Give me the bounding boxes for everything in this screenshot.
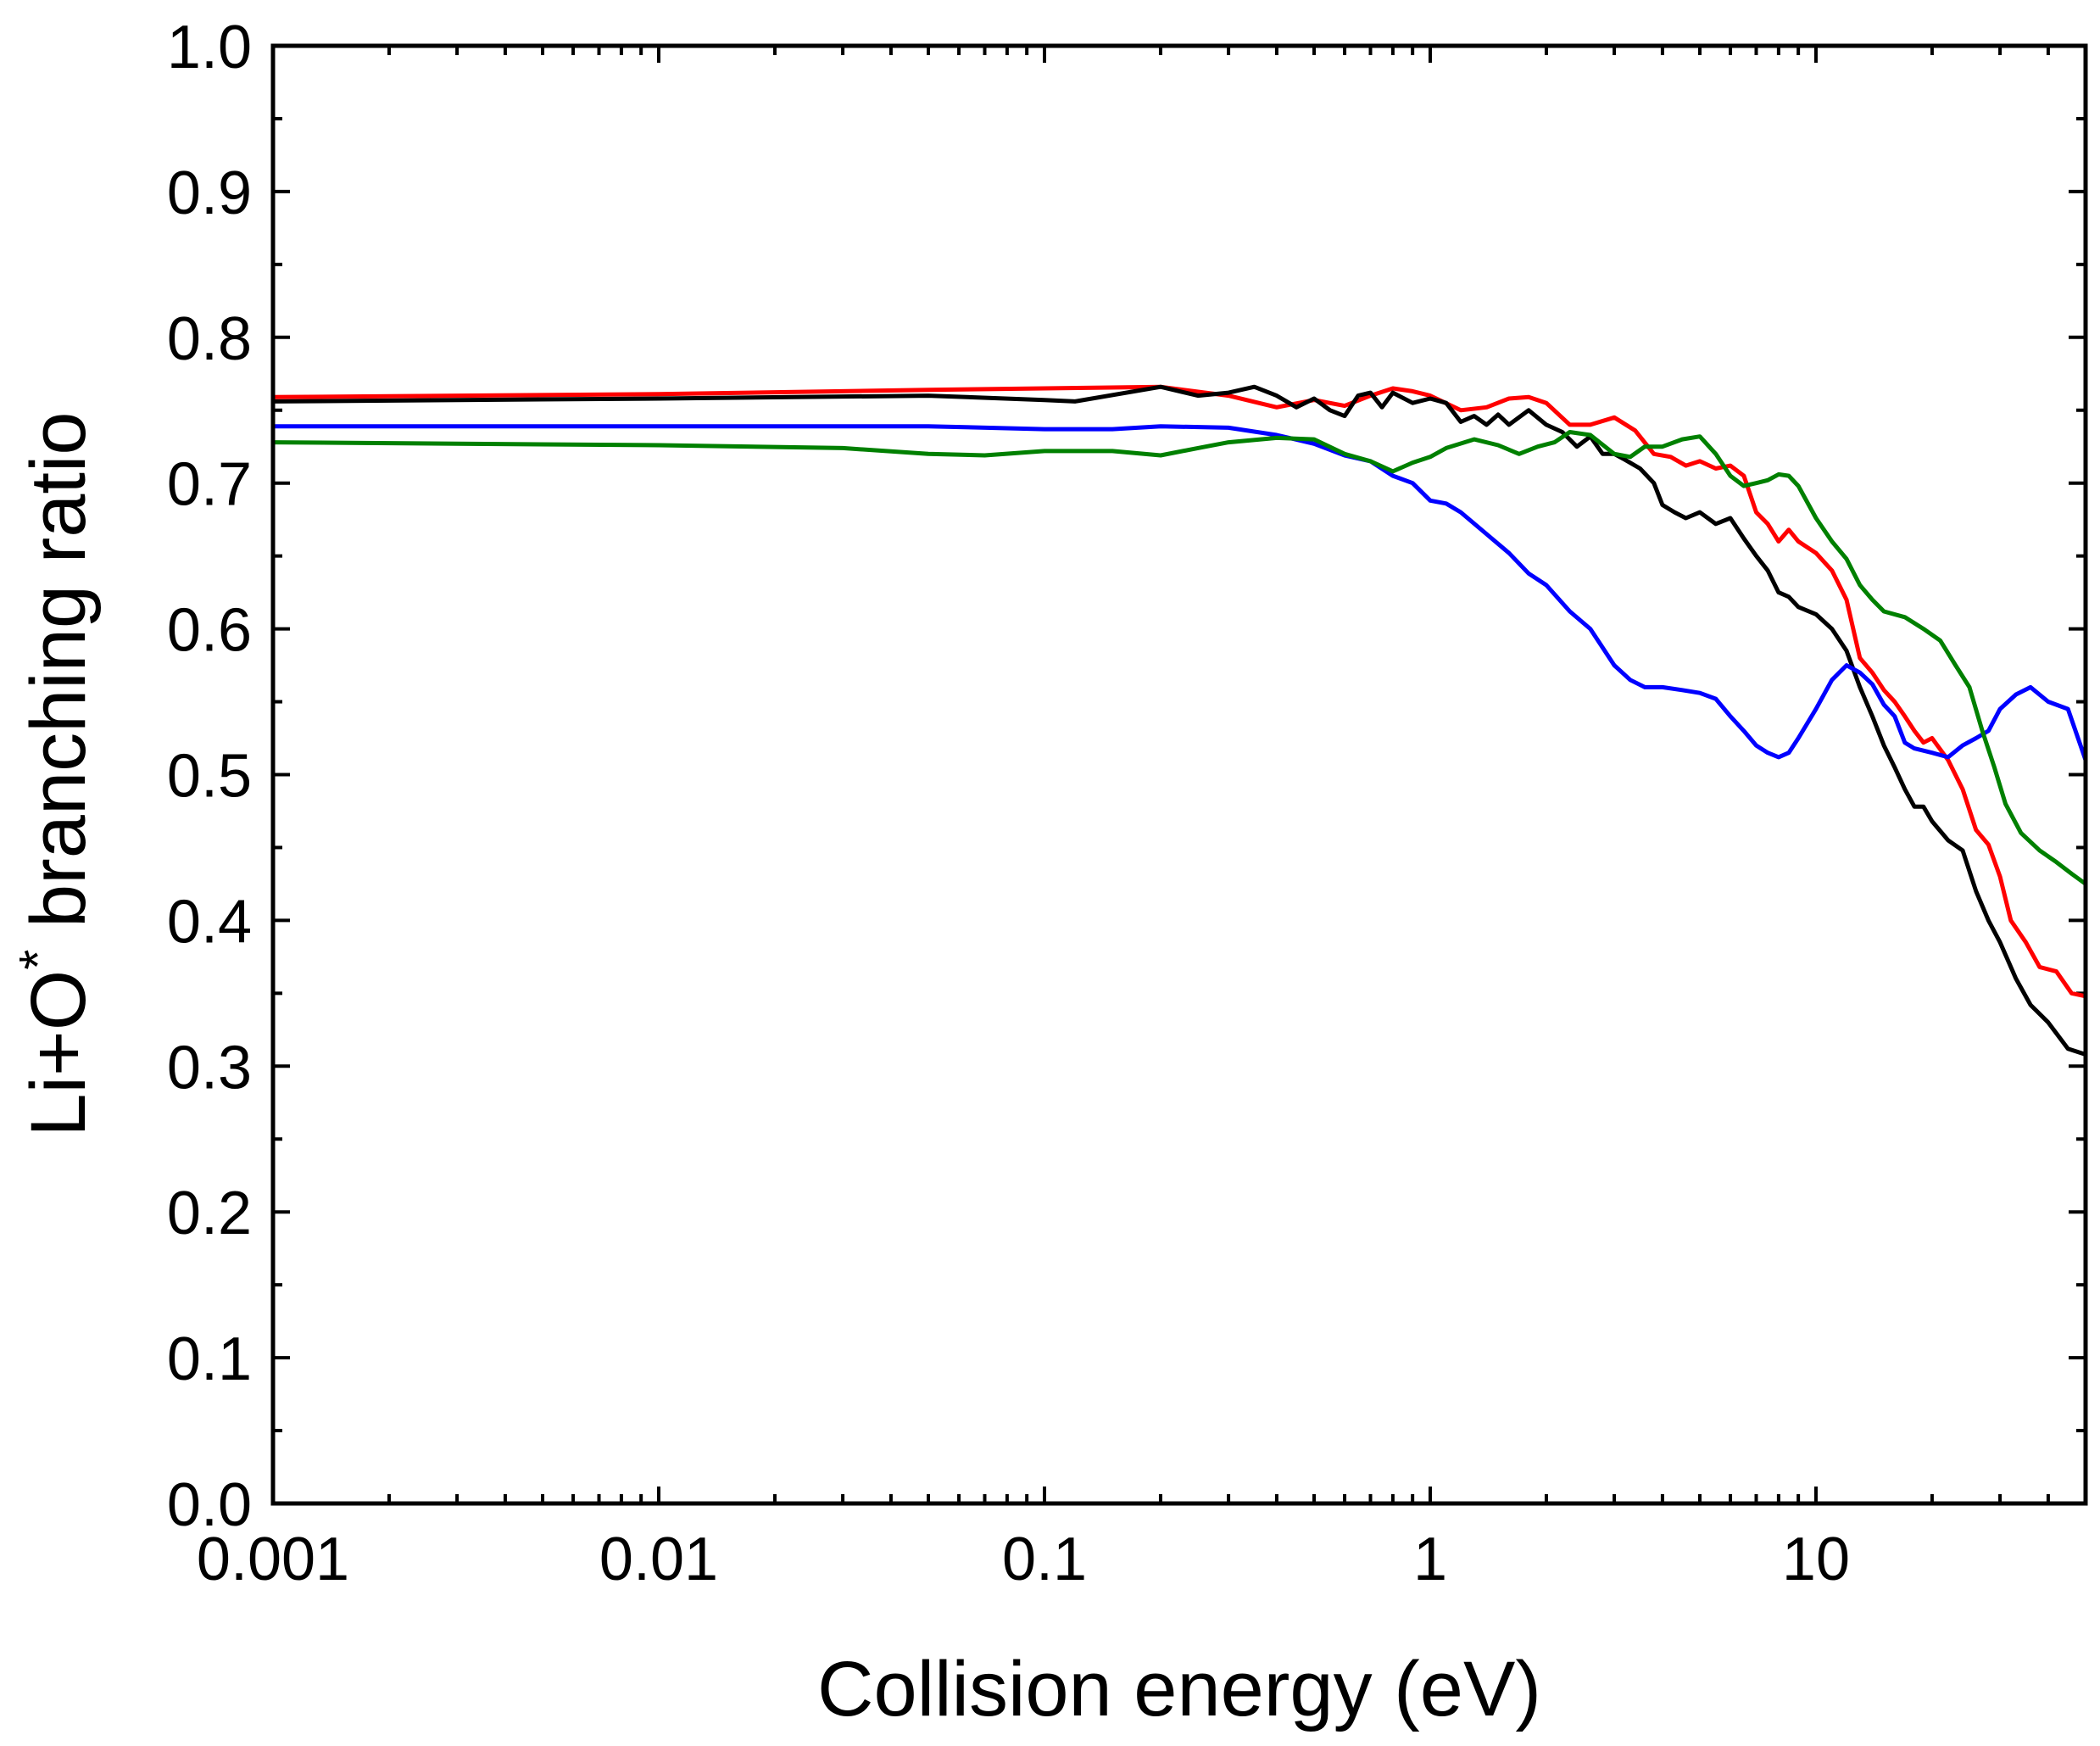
y-axis-label-rest: branching ratio: [15, 411, 102, 949]
y-tick-label: 0.4: [167, 888, 252, 956]
tick-labels: 0.0 0.1 0.2 0.3 0.4 0.5 0.6 0.7 0.8 0.9 1.0 0.001 0.…: [167, 14, 1850, 1593]
series-line-3: [270, 424, 2088, 762]
y-axis-label: Li+O* branching ratio: [9, 411, 102, 1136]
series-line-2: [270, 384, 2088, 1057]
x-tick-label: 0.01: [599, 1526, 718, 1593]
plot-series: [270, 384, 2088, 1057]
y-tick-label: 0.7: [167, 451, 252, 519]
y-tick-label: 0.0: [167, 1471, 252, 1539]
x-axis-label: Collision energy (eV): [817, 1646, 1541, 1732]
y-tick-label: 0.8: [167, 305, 252, 373]
y-axis-label-main: Li+O: [15, 970, 102, 1137]
x-tick-label: 0.1: [1002, 1526, 1087, 1593]
x-tick-label: 1: [1413, 1526, 1447, 1593]
y-axis-label-sup: *: [9, 950, 68, 970]
y-tick-label: 1.0: [167, 14, 252, 81]
y-tick-label: 0.2: [167, 1180, 252, 1247]
axis-ticks: [271, 44, 2087, 1505]
y-tick-label: 0.1: [167, 1325, 252, 1393]
series-line-4: [270, 430, 2088, 886]
y-tick-label: 0.5: [167, 743, 252, 811]
y-tick-label: 0.9: [167, 159, 252, 227]
series-line-1: [270, 384, 2088, 999]
y-tick-label: 0.3: [167, 1034, 252, 1102]
y-tick-label: 0.6: [167, 597, 252, 665]
plot-frame: [270, 43, 2088, 1506]
x-tick-label: 0.001: [197, 1526, 349, 1593]
x-tick-label: 10: [1782, 1526, 1850, 1593]
